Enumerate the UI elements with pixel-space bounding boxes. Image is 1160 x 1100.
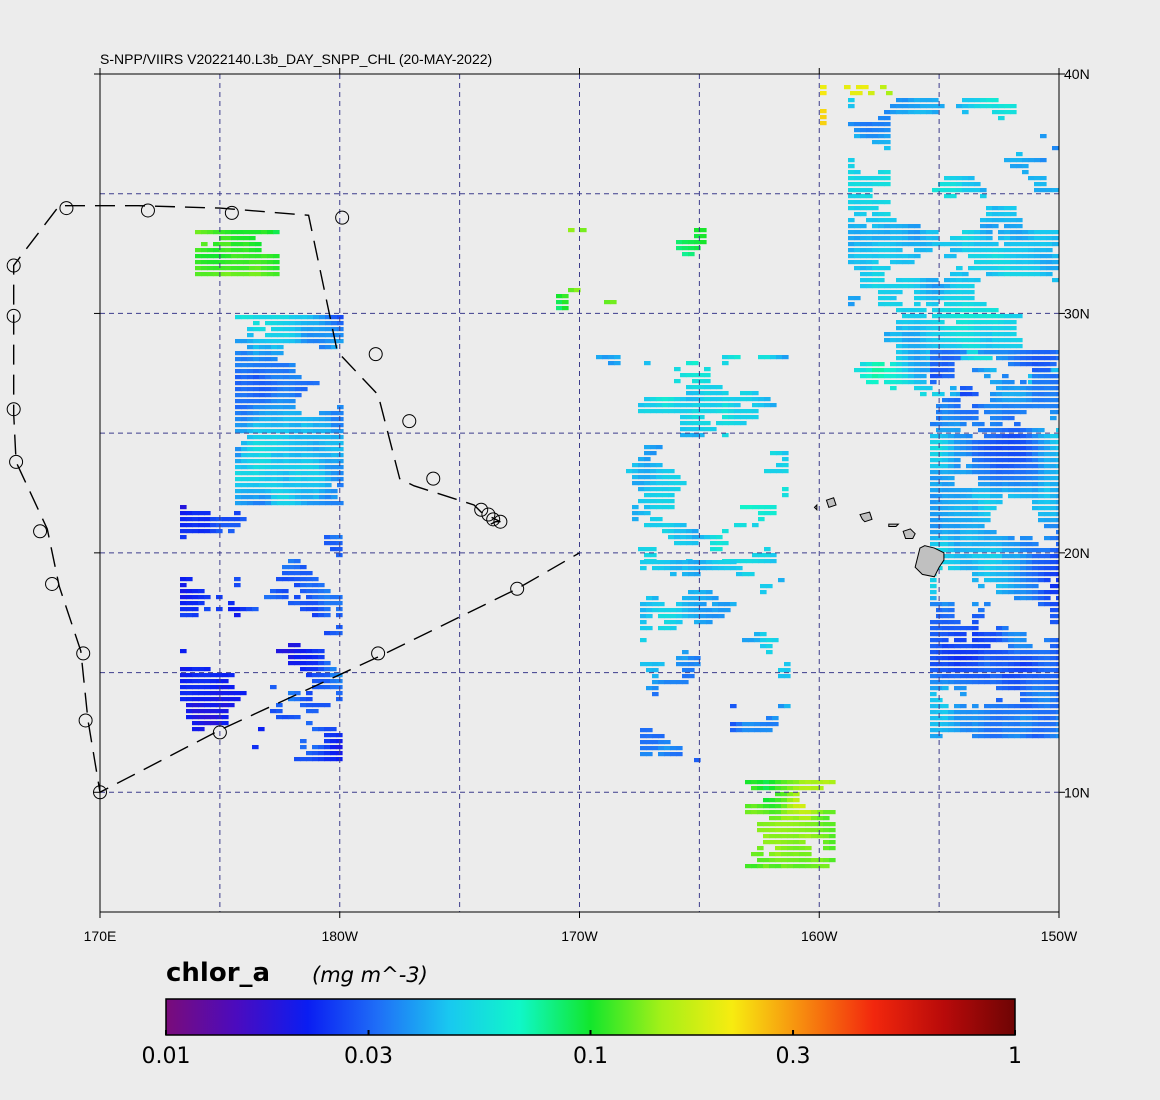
station-marker — [474, 502, 489, 517]
colorbar-tick-label: 0.3 — [776, 1044, 811, 1069]
station-marker — [33, 524, 48, 539]
station-marker — [6, 258, 21, 273]
island-outline — [914, 545, 945, 578]
map-title: S-NPP/VIIRS V2022140.L3b_DAY_SNPP_CHL (2… — [100, 51, 493, 67]
cruise-track — [6, 201, 580, 800]
island-outline — [859, 511, 873, 523]
x-tick-label: 170W — [561, 928, 598, 944]
track-line — [12, 204, 580, 794]
colorbar-ticks: 0.01 0.03 0.1 0.3 1 — [142, 1030, 1022, 1069]
station-marker — [426, 471, 441, 486]
island-outline — [813, 503, 818, 511]
station-marker — [510, 581, 525, 596]
station-marker — [76, 646, 91, 661]
x-tick-label: 160W — [801, 928, 838, 944]
station-marker — [493, 514, 508, 529]
y-tick-label: 10N — [1064, 784, 1090, 800]
colorbar-tick-label: 0.1 — [573, 1044, 608, 1069]
colorbar-units-label: (mg m^-3) — [312, 963, 428, 987]
y-tick-label: 20N — [1064, 545, 1090, 561]
station-marker — [368, 347, 383, 362]
station-marker — [224, 205, 239, 220]
x-tick-label: 150W — [1041, 928, 1078, 944]
station-marker — [59, 201, 74, 216]
station-marker — [78, 713, 93, 728]
station-marker — [486, 512, 501, 527]
station-marker — [6, 402, 21, 417]
island-outline — [825, 497, 837, 508]
island-outline — [902, 528, 916, 539]
island-outline — [888, 523, 900, 528]
x-tick-label: 180W — [321, 928, 358, 944]
hawaii-islands — [813, 497, 945, 578]
y-tick-label: 30N — [1064, 305, 1090, 321]
x-tick-label: 170E — [84, 928, 117, 944]
station-marker — [140, 203, 155, 218]
station-marker — [481, 507, 496, 522]
colorbar-tick-label: 0.01 — [142, 1044, 191, 1069]
station-marker — [371, 646, 386, 661]
station-marker — [402, 414, 417, 429]
colorbar-bar — [165, 998, 1016, 1036]
station-marker — [9, 454, 24, 469]
station-marker — [45, 576, 60, 591]
chlorophyll-data-layer — [180, 85, 1059, 869]
colorbar-variable-label: chlor_a — [166, 958, 271, 988]
colorbar-tick-label: 0.03 — [344, 1044, 393, 1069]
colorbar-tick-label: 1 — [1008, 1044, 1022, 1069]
station-marker — [212, 725, 227, 740]
axis-ticks: 170E 180W 170W 160W 150W 40N 30N 20N 10N — [84, 66, 1090, 944]
station-marker — [335, 210, 350, 225]
station-marker — [6, 308, 21, 323]
y-tick-label: 40N — [1064, 66, 1090, 82]
